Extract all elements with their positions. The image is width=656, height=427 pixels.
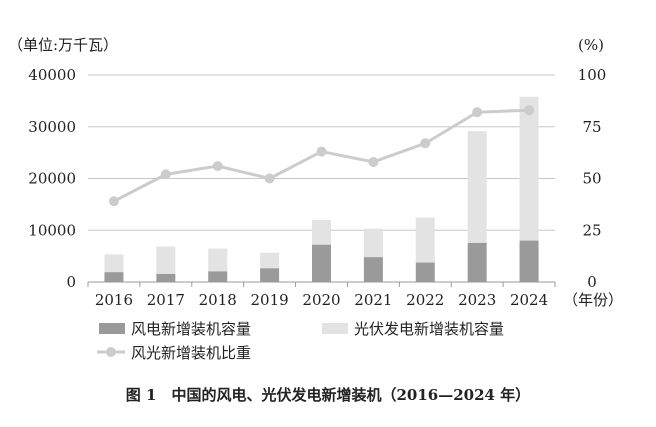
- axes: （单位:万千瓦） (%) （年份） 0 10000 20000 30000 40000 0…: [8, 36, 623, 309]
- figure-caption: 图 1 中国的风电、光伏发电新增装机（2016—2024 年）: [125, 386, 531, 404]
- right-axis-unit-label: (%): [578, 36, 604, 54]
- left-axis-tick-label: 40000: [28, 66, 76, 84]
- solar-bar: [467, 131, 487, 243]
- wind-bar: [415, 262, 435, 282]
- percentage-line: [108, 105, 535, 207]
- ratio-point: [420, 138, 431, 149]
- x-axis-tick-label: 2022: [406, 291, 444, 309]
- right-axis-tick-label: 100: [578, 66, 607, 84]
- x-axis-suffix-label: （年份）: [563, 291, 623, 309]
- ratio-point: [108, 196, 119, 207]
- wind-bar: [156, 273, 176, 282]
- ratio-point: [160, 169, 171, 180]
- bars: [104, 96, 539, 282]
- ratio-point: [316, 146, 327, 157]
- legend-swatch-solar: [322, 323, 348, 334]
- right-axis-tick-label: 25: [582, 221, 601, 239]
- wind-bar: [208, 271, 228, 282]
- wind-bar: [467, 242, 487, 282]
- solar-bar: [208, 248, 228, 272]
- wind-bar: [104, 272, 124, 282]
- solar-bar: [519, 96, 539, 241]
- x-axis-tick-label: 2021: [354, 291, 392, 309]
- ratio-point: [264, 173, 275, 184]
- wind-bar: [519, 240, 539, 282]
- x-axis-tick-label: 2019: [251, 291, 289, 309]
- solar-bar: [415, 217, 435, 263]
- left-axis-tick-label: 20000: [28, 170, 76, 188]
- x-axis-tick-label: 2018: [199, 291, 237, 309]
- solar-bar: [104, 254, 124, 273]
- wind-bar: [312, 244, 331, 282]
- right-axis-tick-label: 0: [587, 273, 597, 291]
- ratio-point: [212, 161, 223, 172]
- solar-bar: [260, 252, 280, 269]
- x-axis-tick-label: 2020: [302, 291, 340, 309]
- left-axis-tick-label: 30000: [28, 118, 76, 136]
- legend-swatch-wind: [99, 323, 125, 334]
- legend-label-wind: 风电新增装机容量: [131, 320, 251, 338]
- ratio-point: [524, 105, 535, 116]
- wind-bar: [363, 257, 383, 282]
- x-axis-tick-label: 2023: [458, 291, 496, 309]
- left-axis-tick-label: 0: [66, 273, 76, 291]
- right-axis-tick-label: 50: [582, 170, 601, 188]
- solar-bar: [363, 228, 383, 258]
- right-axis-tick-label: 75: [582, 118, 601, 136]
- legend-swatch-ratio-marker: [106, 347, 116, 357]
- wind-bar: [260, 268, 280, 282]
- left-axis-unit-label: （单位:万千瓦）: [8, 36, 118, 54]
- solar-bar: [156, 246, 176, 274]
- x-axis-tick-label: 2016: [95, 291, 133, 309]
- chart-svg: （单位:万千瓦） (%) （年份） 0 10000 20000 30000 40000 0…: [8, 36, 623, 362]
- ratio-point: [472, 107, 483, 118]
- left-axis-tick-label: 10000: [28, 221, 76, 239]
- x-axis-tick-label: 2017: [147, 291, 185, 309]
- solar-bar: [312, 219, 331, 245]
- ratio-point: [368, 156, 379, 167]
- legend-label-solar: 光伏发电新增装机容量: [354, 320, 504, 338]
- legend-label-ratio: 风光新增装机比重: [131, 344, 251, 362]
- x-axis-tick-label: 2024: [510, 291, 548, 309]
